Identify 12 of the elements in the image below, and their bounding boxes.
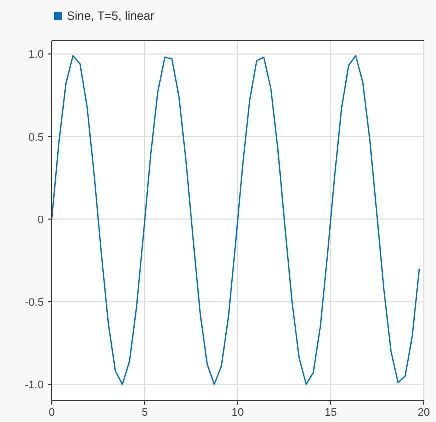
x-tick-label: 15 — [324, 407, 338, 419]
x-tick-label: 0 — [48, 407, 56, 419]
y-tick-label: -0.5 — [25, 296, 44, 309]
line-series — [51, 55, 420, 386]
y-tick-label: -1.0 — [25, 379, 44, 392]
legend-label: Sine, T=5, linear — [67, 9, 154, 23]
x-tick-label: 5 — [142, 407, 148, 419]
y-tick-label: 0.5 — [28, 132, 44, 144]
y-tick-label: 0 — [38, 214, 44, 226]
x-tick-label: 20 — [418, 407, 430, 419]
y-tick-label: 1.0 — [28, 49, 44, 62]
x-tick-label: 10 — [232, 407, 244, 419]
